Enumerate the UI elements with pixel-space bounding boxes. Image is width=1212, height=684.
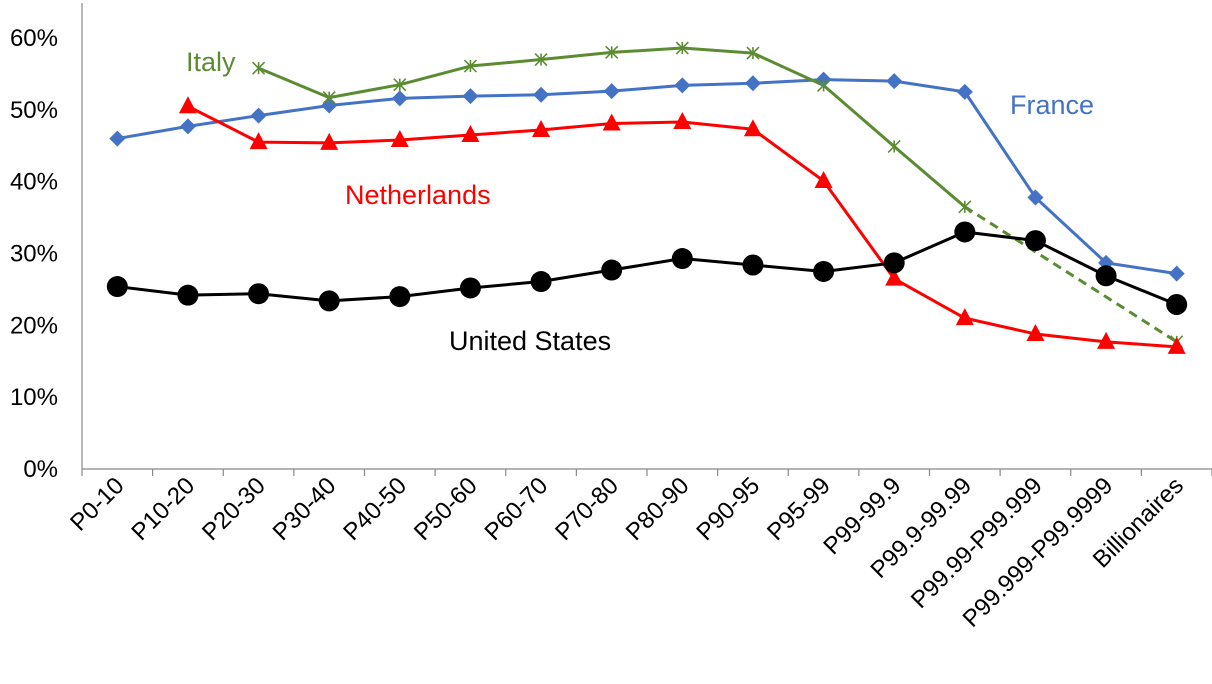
point-united-states [813,260,835,282]
x-tick-label: P10-20 [126,472,200,546]
series-label-netherlands: Netherlands [345,180,491,210]
point-netherlands [743,119,762,137]
x-tick-label: P80-90 [621,472,695,546]
point-netherlands [1167,336,1186,354]
x-tick-label: P30-40 [268,472,342,546]
point-france [956,83,973,100]
point-netherlands [320,132,339,150]
series-label-italy: Italy [186,47,236,77]
point-united-states [954,221,976,243]
point-france [744,75,761,92]
x-tick-label: P20-30 [197,472,271,546]
point-netherlands [955,308,974,326]
series-labels: Italy France Netherlands United States [186,47,1094,356]
point-italy [463,59,478,73]
x-tick-label: P60-70 [479,472,553,546]
point-united-states [883,252,905,274]
series-label-france: France [1010,90,1094,120]
x-tick-label: P70-80 [550,472,624,546]
series-label-united-states: United States [449,326,611,356]
point-united-states [530,271,552,293]
point-united-states [389,286,411,308]
point-france [109,130,126,147]
y-tick-label: 30% [10,241,58,268]
point-united-states [601,259,623,281]
point-france [674,77,691,94]
point-netherlands [178,96,197,114]
point-united-states [248,283,270,305]
y-tick-label: 20% [10,312,58,339]
point-italy [322,91,336,105]
point-france [533,86,550,103]
y-tick-label: 40% [10,169,58,196]
y-tick-label: 60% [10,25,58,52]
x-tick-label: P40-50 [338,472,412,546]
series-line-italy-dashed [964,205,1178,344]
point-united-states [742,254,764,276]
point-united-states [671,248,693,270]
x-tick-label: P90-95 [691,472,765,546]
point-netherlands [602,113,621,131]
series-line-netherlands [187,104,1177,349]
y-tick-label: 0% [23,456,58,483]
y-tick-label: 50% [10,97,58,124]
y-axis-ticks: 0% 10% 20% 30% 40% 50% 60% [10,25,58,483]
x-tick-label: P50-60 [409,472,483,546]
point-italy [251,61,266,75]
axes [81,3,1212,476]
point-italy [816,78,831,92]
series-line-united-states [117,230,1178,306]
point-united-states [1166,294,1188,316]
point-netherlands [1026,323,1045,341]
series-lines [117,46,1178,349]
point-france [603,83,620,100]
point-netherlands [814,170,833,188]
point-united-states [459,277,481,299]
point-netherlands [673,112,692,130]
point-united-states [318,290,340,312]
point-netherlands [885,268,904,286]
point-netherlands [390,130,409,148]
point-italy [958,200,972,214]
x-axis-ticks: P0-10P10-20P20-30P30-40P40-50P50-60P60-7… [65,472,1189,633]
point-italy [746,46,760,60]
point-united-states [177,284,199,306]
point-netherlands [249,132,268,150]
point-france [1027,189,1044,206]
point-france [250,107,267,124]
point-france [179,118,196,135]
point-france [391,90,408,107]
point-italy [675,41,689,55]
series-line-france [117,78,1177,276]
point-united-states [1095,265,1117,287]
x-tick-label: P99.99-P99.999 [906,472,1048,614]
point-united-states [106,276,128,298]
point-netherlands [461,124,480,142]
point-united-states [1024,230,1046,252]
point-france [462,88,479,105]
point-italy [887,139,901,154]
y-tick-label: 10% [10,384,58,411]
x-tick-label: P0-10 [65,472,129,536]
point-italy [534,52,548,67]
point-netherlands [532,119,551,137]
point-netherlands [1097,331,1116,349]
point-france [1168,265,1185,282]
series-markers [106,41,1188,354]
point-italy [605,45,619,59]
point-italy [393,78,407,92]
point-france [886,73,903,90]
